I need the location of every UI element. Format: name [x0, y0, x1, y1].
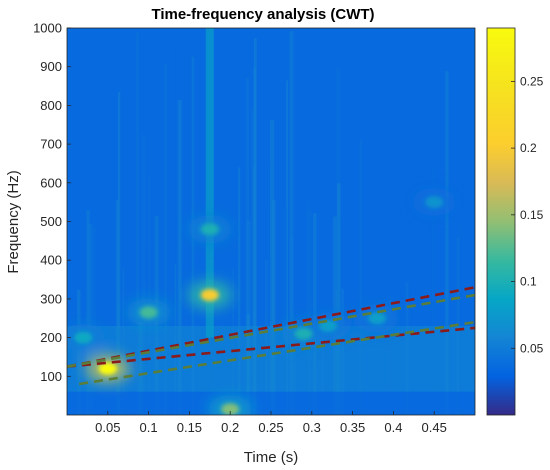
energy-streak: [93, 227, 96, 415]
low-frequency-band: [67, 391, 475, 415]
colorbar-tick-label: 0.15: [520, 208, 544, 222]
energy-streak: [458, 178, 462, 415]
y-tick-label: 100: [40, 369, 62, 384]
hotspot: [221, 403, 240, 415]
y-tick-label: 300: [40, 291, 62, 306]
chart-title: Time-frequency analysis (CWT): [151, 6, 374, 23]
x-axis-label: Time (s): [244, 449, 298, 466]
energy-streak: [445, 71, 449, 415]
x-tick-label: 0.15: [177, 420, 202, 435]
low-frequency-band: [67, 326, 475, 392]
x-tick-label: 0.1: [140, 420, 158, 435]
energy-streak: [148, 174, 151, 415]
energy-streak: [98, 64, 101, 415]
hotspot: [74, 331, 93, 344]
y-tick-label: 500: [40, 214, 62, 229]
dashed-annotations: [67, 286, 475, 386]
energy-streak: [359, 139, 363, 415]
x-axis-ticks: 0.05 0.1 0.15 0.2 0.25 0.3 0.35 0.4 0.45: [95, 411, 447, 435]
dashed-annotation-line: [78, 320, 475, 386]
x-tick-label: 0.3: [303, 420, 321, 435]
dashed-annotation-line: [67, 286, 475, 368]
x-tick-label: 0.2: [221, 420, 239, 435]
y-axis-label: Frequency (Hz): [5, 170, 22, 273]
y-tick-label: 800: [40, 98, 62, 113]
dashed-annotation-line: [67, 326, 475, 368]
energy-ridge: [205, 28, 214, 338]
energy-streak: [286, 80, 288, 415]
colorbar-tick-label: 0.25: [520, 74, 544, 88]
y-tick-label: 600: [40, 175, 62, 190]
hotspot: [319, 320, 338, 332]
y-tick-label: 200: [40, 330, 62, 345]
y-tick-label: 900: [40, 59, 62, 74]
colorbar-ticks: 0.05 0.1 0.15 0.2 0.25: [511, 74, 544, 355]
hotspot: [294, 327, 313, 340]
energy-streak: [306, 201, 311, 415]
y-tick-label: 400: [40, 253, 62, 268]
energy-streak: [282, 207, 287, 415]
hotspot: [98, 362, 117, 375]
y-tick-label: 1000: [33, 21, 62, 36]
hotspot: [425, 196, 444, 209]
energy-streak: [164, 63, 167, 415]
energy-streak: [88, 223, 93, 415]
energy-cores: [74, 196, 444, 415]
colorbar-tick-label: 0.2: [520, 141, 537, 155]
energy-streak: [136, 32, 139, 415]
hotspot: [139, 306, 158, 319]
energy-streak: [253, 166, 255, 415]
energy-streak: [337, 183, 341, 415]
energy-streak: [313, 213, 317, 415]
y-axis-ticks: 100 200 300 400 500 600 700 800 900 1000: [33, 21, 71, 384]
colorbar-tick-label: 0.05: [520, 341, 544, 355]
energy-streaks: [67, 28, 475, 415]
x-tick-label: 0.4: [384, 420, 402, 435]
energy-streak: [289, 31, 294, 415]
x-tick-label: 0.05: [95, 420, 120, 435]
y-tick-label: 700: [40, 137, 62, 152]
x-tick-label: 0.35: [340, 420, 365, 435]
colorbar: [486, 27, 516, 416]
energy-streak: [142, 134, 146, 415]
energy-streak: [262, 209, 266, 415]
x-tick-label: 0.45: [422, 420, 447, 435]
energy-streak: [118, 92, 121, 415]
x-tick-label: 0.25: [258, 420, 283, 435]
hotspot: [200, 289, 219, 301]
hotspot: [368, 312, 387, 325]
energy-streak: [238, 167, 241, 415]
energy-streak: [271, 200, 276, 415]
colorbar-tick-label: 0.1: [520, 275, 537, 289]
energy-streak: [177, 100, 182, 415]
energy-streak: [431, 161, 434, 415]
dashed-annotation-line: [67, 293, 475, 368]
hotspot: [200, 223, 219, 236]
energy-streak: [267, 164, 270, 415]
energy-streak: [175, 41, 179, 415]
energy-streak: [254, 38, 257, 415]
energy-streak: [116, 200, 119, 415]
